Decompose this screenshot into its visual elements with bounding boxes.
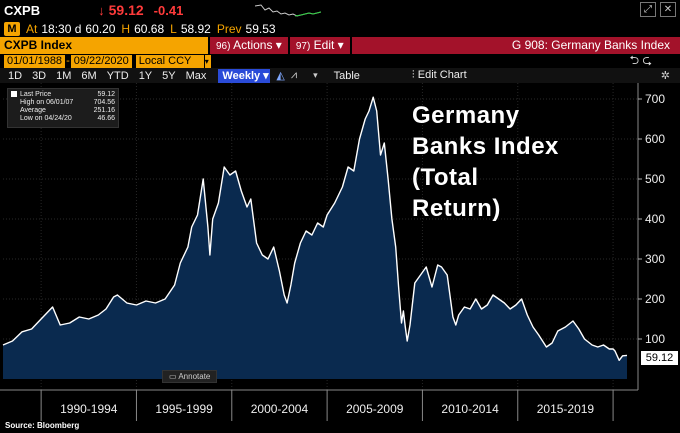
range-5y[interactable]: 5Y [162,69,176,82]
last-value-label: 59.12 [641,351,678,365]
legend-last-price-label: Last Price [20,91,52,98]
legend-low-label: Low on 04/24/20 [20,115,72,122]
source-note: Source: Bloomberg [5,421,80,430]
y-tick-label: 500 [645,172,665,186]
range-toolbar: 1D 3D 1M 6M YTD 1Y 5Y Max Weekly ▾ ◭ ⩘ ▾… [0,68,680,83]
frequency-select[interactable]: Weekly ▾ [218,68,271,83]
quote-time: 18:30 d [41,21,82,36]
legend-average-label: Average [20,107,46,114]
y-tick-label: 600 [645,132,665,146]
popout-icon[interactable]: ⤢ [640,2,656,17]
price-chart: 100 200 300 400 500 600 700 1990-1994 1995-1999… [0,83,665,421]
down-arrow-icon: ↓ [98,2,105,18]
overlay-title-line: Return) [412,195,501,222]
last-price: 59.12 [108,2,144,18]
x-axis: 1990-1994 1995-1999 2000-2004 2005-2009 2010… [40,390,614,421]
function-title: G 908: Germany Banks Index [351,37,680,54]
legend-low-value: 46.66 [97,115,115,122]
sparkline-icon [255,4,321,17]
edit-button[interactable]: 97) Edit ▾ [289,37,350,54]
y-axis: 100 200 300 400 500 600 700 [638,92,665,346]
x-tick-label: 2010-2014 [441,402,499,416]
close-icon[interactable]: ✕ [660,2,676,17]
at-label: At [26,21,38,36]
x-tick-label: 2000-2004 [251,402,309,416]
quote-line: M At 18:30 d 60.20 H 60.68 L 58.92 Prev … [0,20,680,37]
area-chart-icon[interactable]: ◭ [276,70,285,82]
legend-high-value: 704.56 [93,99,115,106]
prev-value: 59.53 [245,21,276,36]
edit-chart-button[interactable]: ⫶ Edit Chart [412,69,467,82]
table-button[interactable]: Table [333,69,360,82]
legend-last-price-value: 59.12 [97,91,115,98]
y-tick-label: 200 [645,292,665,306]
legend-high: High on 06/01/07 704.56 [11,99,115,107]
y-tick-label: 700 [645,92,665,106]
x-tick-label: 2015-2019 [537,402,595,416]
date-separator: - [66,55,70,67]
range-1y[interactable]: 1Y [138,69,153,82]
legend-high-label: High on 06/01/07 [20,99,74,106]
chart-legend: Last Price 59.12 High on 06/01/07 704.56 A… [7,88,119,128]
price-change: -0.41 [153,2,184,18]
actions-number: 96) [216,41,231,52]
y-tick-label: 100 [645,332,665,346]
annotate-icon: ▭ [169,372,179,381]
edit-chart-label: Edit Chart [417,69,467,81]
start-date-input[interactable]: 01/01/1988 [4,54,66,68]
x-tick-label: 1990-1994 [60,402,118,416]
edit-label: Edit ▾ [313,38,344,52]
actions-label: Actions ▾ [233,38,282,52]
legend-average: Average 251.16 [11,107,115,115]
high-label: H [121,21,131,36]
y-tick-label: 400 [645,212,665,226]
chart-style-dropdown-icon[interactable]: ▾ [313,70,318,80]
low-label: L [170,21,177,36]
high-value: 60.68 [134,21,165,36]
window-controls: ⤢ ✕ [640,2,676,17]
settings-gear-icon[interactable]: ✲ [660,70,670,82]
annotate-button[interactable]: ▭ Annotate [162,370,218,383]
range-3d[interactable]: 3D [32,69,47,82]
edit-number: 97) [295,41,311,52]
annotate-label: Annotate [178,372,211,381]
end-date-input[interactable]: 09/22/2020 [70,54,132,68]
range-ytd[interactable]: YTD [106,69,129,82]
series-swatch [11,91,17,98]
price-line [2,96,628,361]
nav-arrows-icon[interactable]: ⮌ ⮎ [629,52,652,67]
ticker-header: CXPB ↓ 59.12 -0.41 ⤢ ✕ [0,0,680,20]
actions-button[interactable]: 96) Actions ▾ [210,37,288,54]
date-bar: 01/01/1988 - 09/22/2020 Local CCY ▾ ⮌ ⮎ [0,53,680,68]
currency-select[interactable]: Local CCY [135,54,204,68]
range-6m[interactable]: 6M [81,69,97,82]
legend-low: Low on 04/24/20 46.66 [11,115,115,123]
x-tick-label: 1995-1999 [155,402,213,416]
security-field[interactable]: CXPB Index [0,37,208,54]
overlay-title: Germany Banks Index (Total Return) [412,100,559,224]
command-bar: CXPB Index 96) Actions ▾ 97) Edit ▾ G 90… [0,37,680,54]
market-badge-icon: M [4,21,20,36]
low-value: 58.92 [180,21,211,36]
overlay-title-line: Germany [412,102,520,129]
ticker-symbol: CXPB [4,2,41,18]
open-value: 60.20 [85,21,116,36]
currency-dropdown-icon[interactable]: ▾ [204,54,211,68]
line-chart-icon[interactable]: ⩘ [290,69,298,81]
y-tick-label: 300 [645,252,665,266]
range-max[interactable]: Max [185,69,207,82]
overlay-title-line: Banks Index [412,133,559,160]
overlay-title-line: (Total [412,164,479,191]
legend-average-value: 251.16 [93,107,115,114]
range-1d[interactable]: 1D [8,69,23,82]
edit-chart-icon: ⫶ [411,69,418,81]
prev-label: Prev [216,21,242,36]
range-1m[interactable]: 1M [56,69,72,82]
legend-last-price: Last Price 59.12 [11,91,115,99]
x-tick-label: 2005-2009 [346,402,404,416]
